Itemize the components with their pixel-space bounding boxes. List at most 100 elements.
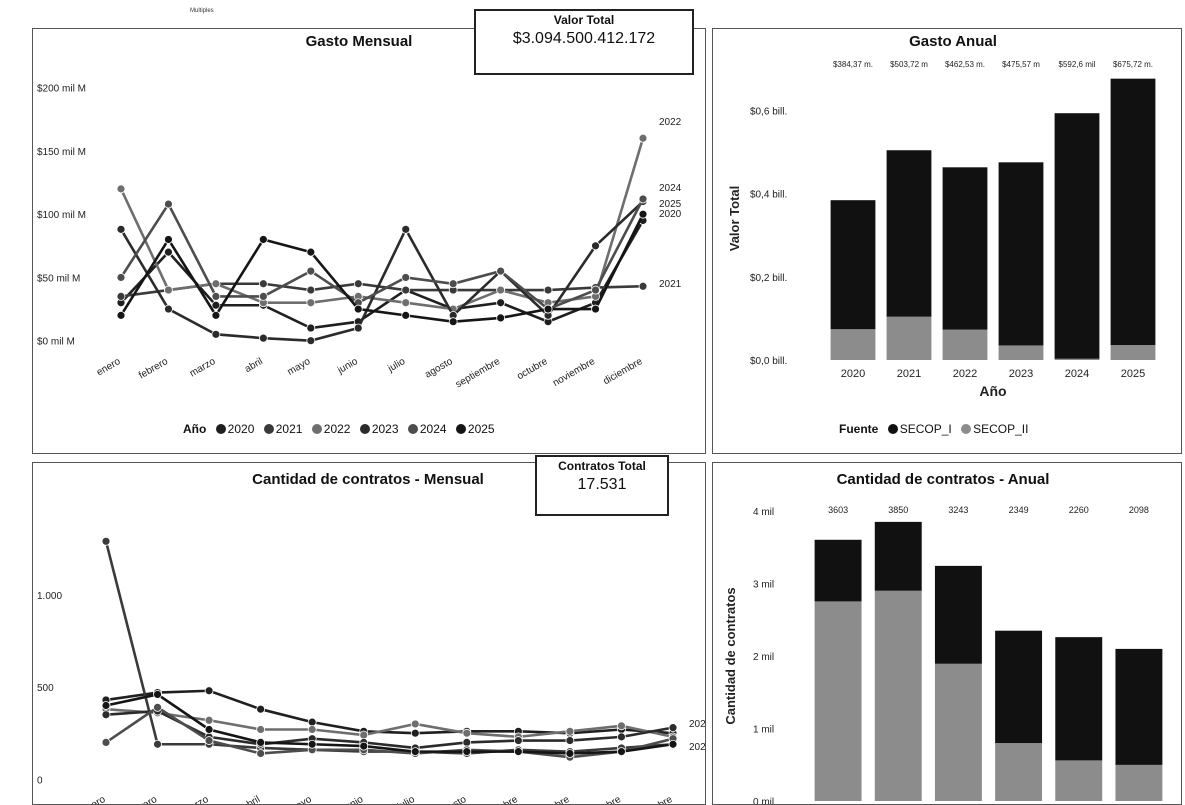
data-point-2020: [307, 717, 317, 727]
data-point-2023: [513, 736, 523, 745]
legend-item-secop-ii: SECOP_II: [955, 422, 1028, 436]
x-axis-label: Año: [979, 383, 1006, 399]
y-tick-label: $150 mil M: [37, 147, 86, 158]
bar-segment-secop-i: [998, 162, 1044, 346]
x-tick-label: septiembre: [472, 794, 521, 804]
data-point-2025: [101, 701, 111, 710]
y-tick-label: 1.000: [37, 591, 62, 602]
data-label: 3850: [888, 505, 908, 515]
data-point-2024: [204, 736, 214, 745]
data-label: 2098: [1129, 505, 1149, 515]
x-tick-label: 2022: [953, 368, 977, 380]
series-end-label: 2021: [659, 279, 682, 290]
data-point-2023: [591, 241, 600, 251]
x-tick-label: agosto: [423, 356, 455, 381]
data-point-2025: [258, 235, 268, 244]
data-point-2021: [101, 536, 111, 546]
x-tick-label: diciembre: [601, 356, 644, 387]
bar-segment-secop-i: [942, 167, 988, 330]
data-point-2024: [164, 199, 173, 209]
data-point-2022: [256, 725, 266, 734]
x-tick-label: 2020: [841, 368, 865, 380]
x-tick-label: enero: [95, 356, 123, 379]
x-tick-label: abril: [240, 794, 262, 804]
data-point-2020: [164, 247, 173, 257]
data-label: 2260: [1069, 505, 1089, 515]
y-tick-label: 500: [37, 683, 54, 694]
contratos-mensual-chart: 1.000 500 0 enero febrero marzo abril mayo junio…: [37, 536, 705, 804]
series-line-2023: [119, 200, 644, 342]
x-tick-label: marzo: [188, 356, 218, 380]
y-tick-label: 3 mil: [753, 580, 774, 591]
data-point-2023: [353, 323, 363, 333]
bar-segment-secop-ii: [886, 316, 932, 360]
data-point-2024: [401, 273, 411, 282]
data-label: $462,53 m.: [945, 60, 985, 69]
x-tick-label: febrero: [126, 794, 159, 804]
data-point-2024: [258, 291, 268, 301]
data-point-2025: [353, 304, 363, 314]
y-tick-label: 2 mil: [753, 652, 774, 663]
data-point-2020: [211, 300, 221, 310]
data-point-2022: [462, 728, 472, 738]
data-point-2025: [401, 310, 411, 320]
series-end-label: 2020: [689, 719, 705, 730]
data-point-2021: [401, 285, 411, 295]
bar-segment-secop-ii: [1110, 345, 1156, 360]
data-point-2024: [591, 285, 600, 295]
bar-segment-secop-i: [830, 200, 876, 330]
y-tick-label: 0: [37, 775, 43, 786]
legend-title: Año: [183, 422, 207, 436]
data-point-2025: [591, 304, 600, 314]
legend-item-2021: 2021: [258, 422, 302, 436]
legend-title-fuente: Fuente: [839, 422, 879, 436]
data-point-2022: [401, 298, 411, 308]
data-point-2025: [307, 739, 317, 749]
data-point-2025: [462, 747, 472, 757]
data-point-2023: [211, 329, 221, 339]
data-point-2024: [116, 273, 126, 282]
bar-segment-secop-ii: [934, 663, 982, 801]
data-point-2025: [668, 739, 678, 749]
x-tick-label: mayo: [287, 794, 314, 804]
data-point-2025: [359, 741, 369, 751]
bar-segment-secop-ii: [814, 601, 862, 801]
data-point-2021: [306, 285, 316, 295]
data-label: $503,72 m: [890, 60, 928, 69]
data-label: $675,72 m.: [1113, 60, 1153, 69]
data-point-2025: [617, 747, 626, 757]
y-tick-label: 4 mil: [753, 507, 774, 518]
data-point-2024: [101, 738, 111, 747]
panel-contratos-anual: Cantidad de contratos - Anual 4 mil 3 mil…: [712, 462, 1182, 805]
y-tick-label: $0,0 bill.: [750, 356, 787, 367]
data-point-2023: [101, 710, 111, 720]
data-point-2025: [116, 310, 126, 320]
data-point-2024: [211, 291, 221, 301]
data-point-2024: [153, 702, 162, 712]
gasto-anual-chart: $0,6 bill. $0,4 bill. $0,2 bill. $0,0 bill.…: [727, 60, 1156, 399]
x-tick-label: octubre: [537, 794, 572, 804]
data-point-2023: [565, 736, 575, 745]
data-point-2020: [410, 728, 420, 738]
data-point-2022: [410, 719, 420, 729]
x-tick-label: agosto: [437, 794, 469, 804]
legend-item-secop-i: SECOP_I: [882, 422, 952, 436]
bar-segment-secop-i: [814, 539, 862, 602]
data-point-2024: [496, 266, 506, 276]
bar-segment-secop-i: [874, 521, 922, 591]
y-tick-label: 1 mil: [753, 725, 774, 736]
data-point-2025: [638, 209, 648, 219]
data-point-2022: [204, 715, 214, 725]
data-point-2025: [211, 310, 221, 320]
bar-segment-secop-ii: [942, 329, 988, 360]
series-line-2025: [105, 693, 674, 755]
bar-segment-secop-i: [995, 630, 1043, 744]
x-tick-label: enero: [80, 794, 108, 804]
x-tick-label: junio: [341, 794, 366, 804]
data-point-2023: [258, 333, 268, 343]
data-point-2020: [256, 704, 266, 714]
bar-segment-secop-i: [1110, 78, 1156, 346]
data-point-2025: [410, 747, 420, 757]
data-point-2020: [496, 298, 506, 308]
data-point-2021: [543, 285, 553, 295]
